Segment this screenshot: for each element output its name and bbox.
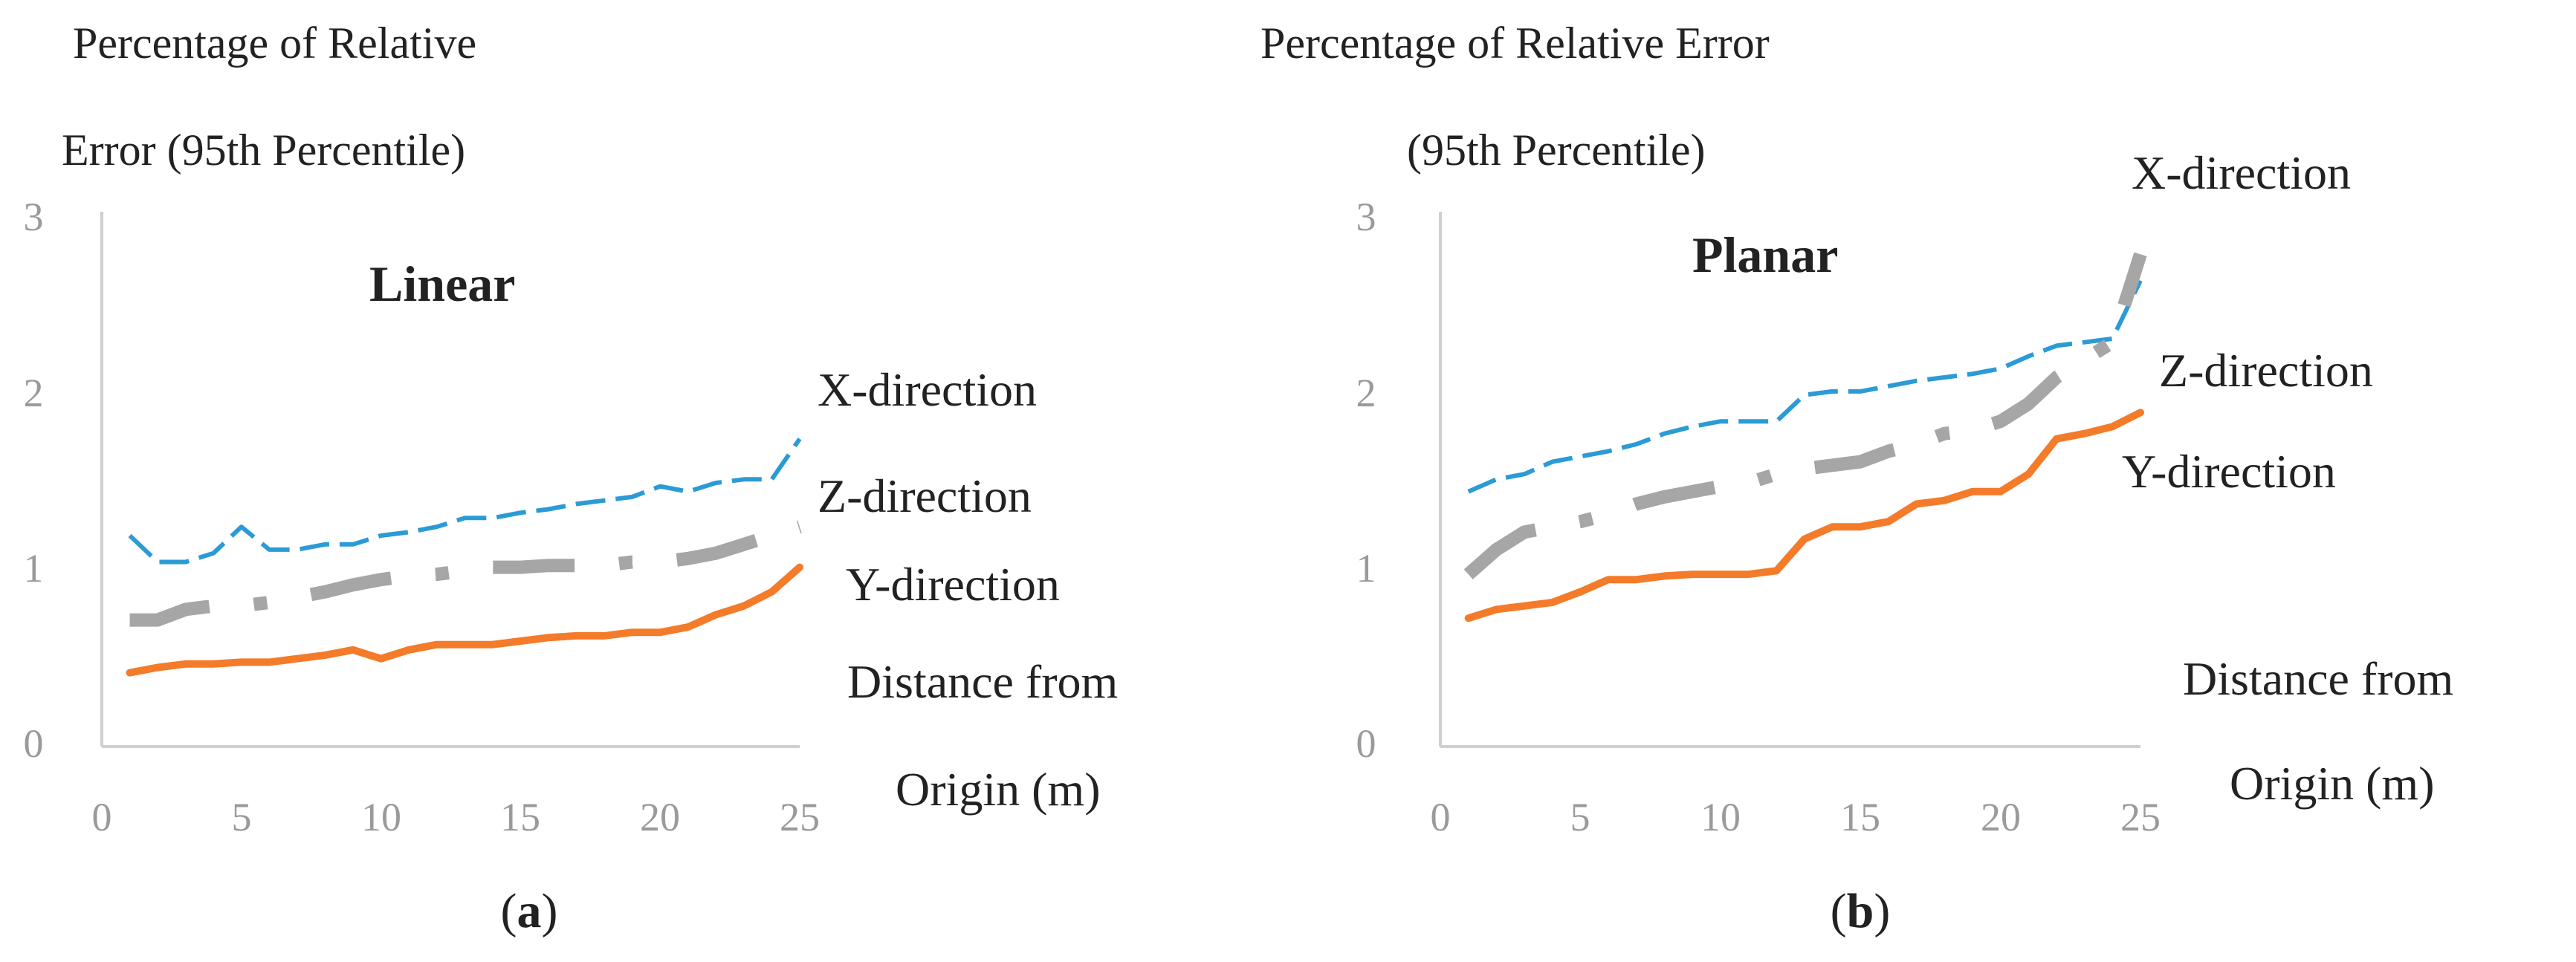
chart-a-label-z-direction: Z-direction (818, 469, 1032, 522)
chart-a-series-x-direction (128, 438, 802, 565)
chart-b-series-y-direction (1464, 409, 2144, 623)
chart-b-label-x-direction: X-direction (2132, 146, 2351, 199)
chart-b-y-tick-3: 3 (1356, 195, 1376, 239)
chart-a-series-lines (126, 438, 803, 677)
chart-a-label-x-direction: X-direction (818, 363, 1037, 416)
chart-b-label-y-direction: Y-direction (2122, 445, 2336, 498)
chart-a-x-ticks: 0 5 10 15 20 25 (92, 795, 821, 839)
chart-b-series-x-direction (1467, 279, 2143, 494)
chart-a-title-line2: Error (95th Percentile) (62, 126, 465, 175)
chart-a-x-tick-20: 20 (640, 795, 680, 839)
chart-b-x-tick-15: 15 (1840, 795, 1880, 839)
chart-a-series-z-direction (129, 520, 802, 627)
chart-a-label-y-direction: Y-direction (846, 558, 1060, 611)
chart-b-x-tick-20: 20 (1981, 795, 2021, 839)
chart-b-y-tick-2: 2 (1356, 371, 1376, 415)
chart-a-y-ticks: 0 1 2 3 (24, 195, 44, 766)
chart-b-series-z-direction (1463, 252, 2147, 579)
chart-b-y-tick-1: 1 (1356, 546, 1376, 591)
chart-b-x-ticks: 0 5 10 15 20 25 (1431, 795, 2161, 839)
chart-a-series-y-direction (126, 563, 803, 677)
chart-a-panel-letter: a (517, 884, 542, 938)
chart-a-x-tick-15: 15 (500, 795, 540, 839)
chart-b-title-line1: Percentage of Relative Error (1261, 19, 1770, 68)
chart-b-panel-label: (b) (1831, 884, 1891, 938)
chart-a-inner-title: Linear (369, 256, 515, 312)
chart-a-y-tick-3: 3 (24, 195, 44, 239)
chart-b-label-z-direction: Z-direction (2159, 344, 2373, 397)
chart-a-panel-paren-close: ) (542, 884, 558, 938)
chart-a-x-tick-10: 10 (361, 795, 401, 839)
chart-a-panel-label: (a) (501, 884, 558, 938)
chart-b-panel-paren-open: ( (1831, 884, 1847, 938)
chart-a-x-tick-5: 5 (232, 795, 252, 839)
chart-b-panel-letter: b (1847, 884, 1874, 938)
chart-b-x-tick-0: 0 (1431, 795, 1451, 839)
chart-a-x-tick-0: 0 (92, 795, 112, 839)
chart-b-x-tick-5: 5 (1570, 795, 1590, 839)
chart-b-xlabel-line1: Distance from (2183, 652, 2453, 705)
chart-b-x-tick-10: 10 (1700, 795, 1741, 839)
chart-b-title-line2: (95th Percentile) (1407, 126, 1706, 175)
chart-a-x-tick-25: 25 (780, 795, 820, 839)
chart-a-panel-paren-open: ( (501, 884, 517, 938)
chart-a-xlabel-line1: Distance from (847, 655, 1118, 708)
chart-a-title-line1: Percentage of Relative (73, 19, 476, 68)
chart-b-y-tick-0: 0 (1356, 721, 1376, 766)
chart-b-series-lines (1463, 252, 2147, 623)
chart-b-panel-paren-close: ) (1874, 884, 1890, 938)
chart-panel-a: Percentage of Relative Error (95th Perce… (24, 19, 1119, 938)
chart-b-inner-title: Planar (1692, 227, 1838, 283)
chart-panel-b: Percentage of Relative Error (95th Perce… (1261, 19, 2453, 938)
chart-b-y-ticks: 0 1 2 3 (1356, 195, 1376, 766)
chart-a-y-tick-1: 1 (24, 546, 44, 591)
chart-b-xlabel-line2: Origin (m) (2230, 757, 2435, 810)
chart-a-y-tick-0: 0 (24, 721, 44, 766)
chart-b-x-tick-25: 25 (2120, 795, 2161, 839)
chart-a-y-tick-2: 2 (24, 371, 44, 415)
chart-a-xlabel-line2: Origin (m) (896, 763, 1101, 816)
